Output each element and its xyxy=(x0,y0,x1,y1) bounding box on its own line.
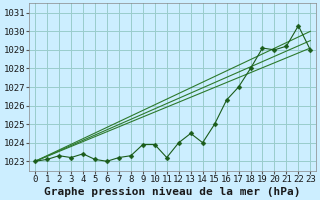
X-axis label: Graphe pression niveau de la mer (hPa): Graphe pression niveau de la mer (hPa) xyxy=(44,186,301,197)
